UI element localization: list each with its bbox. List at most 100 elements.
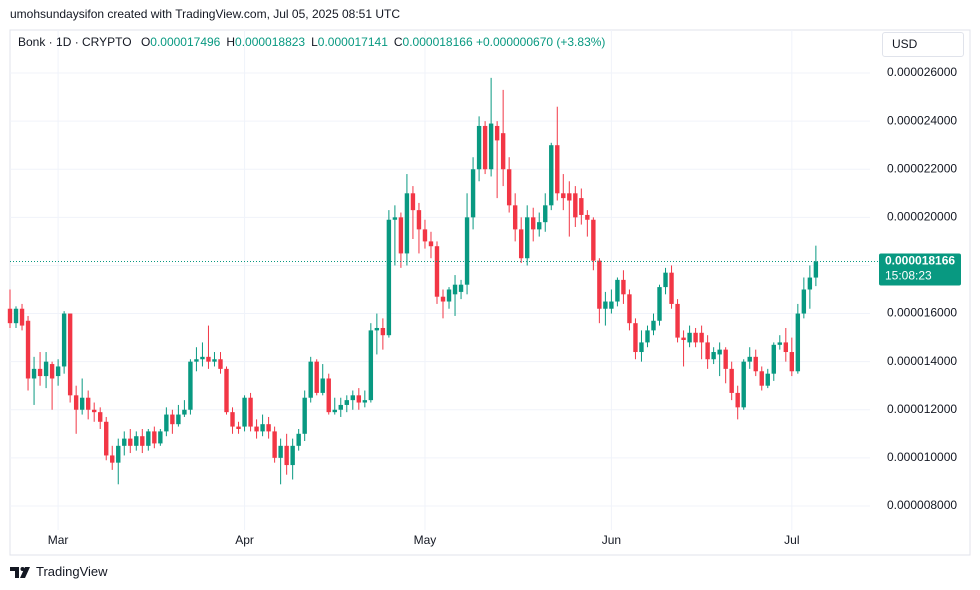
y-tick-label: 0.000022000 xyxy=(887,161,957,175)
candle-body xyxy=(428,241,434,247)
candle-body xyxy=(609,301,614,309)
y-tick-label: 0.000020000 xyxy=(887,210,957,224)
x-tick-label: Apr xyxy=(235,533,254,547)
candle-body xyxy=(200,356,205,360)
candle-body xyxy=(302,397,307,434)
candle-body xyxy=(260,424,265,432)
ohlc-key: O xyxy=(140,35,151,49)
ohlc-value: 0.000018823 xyxy=(235,35,306,49)
x-tick-label: Jun xyxy=(602,533,621,547)
candle-body xyxy=(284,445,289,466)
grid xyxy=(10,30,870,530)
candle-body xyxy=(158,431,163,444)
candle-body xyxy=(699,332,704,343)
candle-body xyxy=(380,327,386,336)
candle-body xyxy=(597,260,602,309)
candle-body xyxy=(320,378,325,393)
candle-body xyxy=(416,210,422,230)
candle-body xyxy=(332,409,337,413)
candle-body xyxy=(326,378,331,413)
candle-body xyxy=(506,169,512,206)
candle-body xyxy=(470,169,476,218)
candle-body xyxy=(440,296,446,302)
candle-body xyxy=(500,133,506,170)
candle-body xyxy=(422,229,428,242)
candle-body xyxy=(25,320,31,379)
currency-button[interactable]: USD xyxy=(882,32,964,57)
candle-body xyxy=(476,125,482,170)
candle-body xyxy=(561,193,566,199)
candle-body xyxy=(705,342,710,360)
candle-body xyxy=(711,352,716,360)
candle-body xyxy=(777,342,782,345)
candle-body xyxy=(308,361,313,398)
candle-body xyxy=(134,436,139,446)
candle-body xyxy=(290,445,295,466)
candle-body xyxy=(753,356,758,372)
candle-body xyxy=(37,368,43,377)
brand-logo xyxy=(10,566,30,578)
candle-body xyxy=(266,424,271,432)
candle-body xyxy=(356,395,362,403)
chart-frame xyxy=(9,29,971,556)
candle-body xyxy=(236,426,241,429)
candle-body xyxy=(512,205,518,230)
candle-body xyxy=(79,397,85,410)
candle-body xyxy=(518,229,524,259)
candle-body xyxy=(669,272,674,304)
candle-body xyxy=(7,308,13,324)
candle-body xyxy=(771,344,776,374)
candle-body xyxy=(735,392,740,408)
y-tick-label: 0.000026000 xyxy=(887,65,957,79)
x-tick-label: May xyxy=(414,533,437,547)
candle-body xyxy=(537,222,542,230)
candle-body xyxy=(362,400,368,403)
candle-body xyxy=(91,409,97,413)
candle-body xyxy=(621,279,626,295)
candle-body xyxy=(651,320,656,331)
candle-body xyxy=(386,219,392,336)
candle-body xyxy=(146,431,151,446)
ohlc-value: 0.000017141 xyxy=(317,35,388,49)
candle-body xyxy=(218,359,223,369)
candle-body xyxy=(494,125,500,141)
last-price-label: 0.000018166 xyxy=(885,254,955,268)
candle-body xyxy=(464,217,470,285)
candle-body xyxy=(43,361,49,377)
x-tick-label: Mar xyxy=(48,533,69,547)
y-tick-label: 0.000008000 xyxy=(887,498,957,512)
candle-body xyxy=(19,308,25,326)
candle-body xyxy=(344,400,349,405)
candle-body xyxy=(350,395,355,401)
ohlc-value: 0.000018166 xyxy=(402,35,473,49)
candle-body xyxy=(13,308,19,324)
candle-body xyxy=(687,332,692,343)
candle-body xyxy=(645,330,650,343)
candle-body xyxy=(296,433,301,446)
candle-body xyxy=(254,426,259,432)
candle-body xyxy=(675,303,680,338)
candle-body xyxy=(368,330,374,401)
candle-body xyxy=(31,368,37,379)
candle-body xyxy=(73,395,79,410)
candle-body xyxy=(140,436,145,446)
ohlc-key: L xyxy=(311,35,318,49)
candle-body xyxy=(116,445,121,463)
candle-body xyxy=(657,287,662,321)
candle-body xyxy=(603,301,608,309)
candle-body xyxy=(434,246,440,297)
y-tick-label: 0.000010000 xyxy=(887,450,957,464)
countdown: 15:08:23 xyxy=(885,269,932,283)
candle-body xyxy=(591,219,596,261)
candle-body xyxy=(579,198,584,215)
candle-body xyxy=(278,445,283,458)
change: +0.000000670 (+3.83%) xyxy=(475,35,606,49)
x-tick-label: Jul xyxy=(784,533,799,547)
candle-body xyxy=(164,414,169,432)
candle-body xyxy=(807,277,813,290)
candle-body xyxy=(531,217,536,230)
candle-body xyxy=(104,421,109,456)
ohlc-legend: Bonk · 1D · CRYPTO O0.000017496 H0.000018… xyxy=(18,35,605,49)
candle-body xyxy=(398,217,404,254)
